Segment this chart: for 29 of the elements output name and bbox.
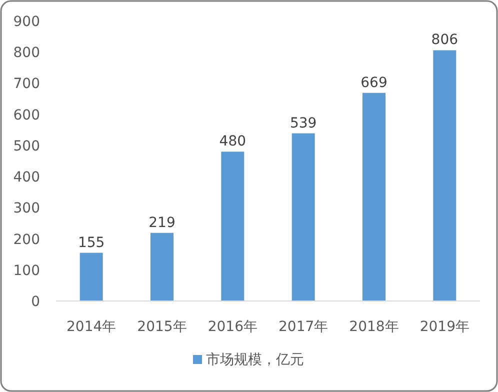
- data-label: 806: [431, 32, 458, 48]
- x-tick-label: 2018年: [349, 319, 399, 335]
- x-tick-label: 2014年: [66, 319, 116, 335]
- x-tick-label: 2016年: [208, 319, 258, 335]
- data-label: 480: [219, 134, 246, 150]
- bar: [150, 232, 174, 301]
- y-tick-label: 700: [13, 76, 40, 92]
- y-tick-label: 300: [13, 200, 40, 217]
- y-tick-label: 200: [13, 232, 40, 248]
- y-tick-label: 500: [13, 138, 40, 154]
- x-tick-label: 2015年: [137, 319, 187, 335]
- bar: [80, 252, 103, 301]
- y-tick-label: 100: [13, 262, 40, 279]
- bar: [292, 133, 315, 301]
- x-tick-label: 2017年: [278, 319, 328, 335]
- bar: [433, 50, 456, 301]
- data-label: 155: [78, 234, 105, 251]
- y-tick-label: 800: [13, 45, 40, 62]
- bar: [221, 152, 244, 301]
- y-tick-label: 600: [13, 107, 40, 124]
- data-label: 669: [360, 74, 388, 91]
- y-tick-label: 0: [31, 294, 40, 310]
- y-tick-label: 900: [13, 14, 40, 30]
- data-label: 539: [290, 115, 317, 132]
- legend: 市场规模，亿元: [193, 352, 304, 368]
- data-label: 219: [148, 214, 176, 231]
- x-tick-label: 2019年: [420, 319, 470, 335]
- y-tick-label: 400: [13, 170, 40, 186]
- bar: [362, 92, 386, 301]
